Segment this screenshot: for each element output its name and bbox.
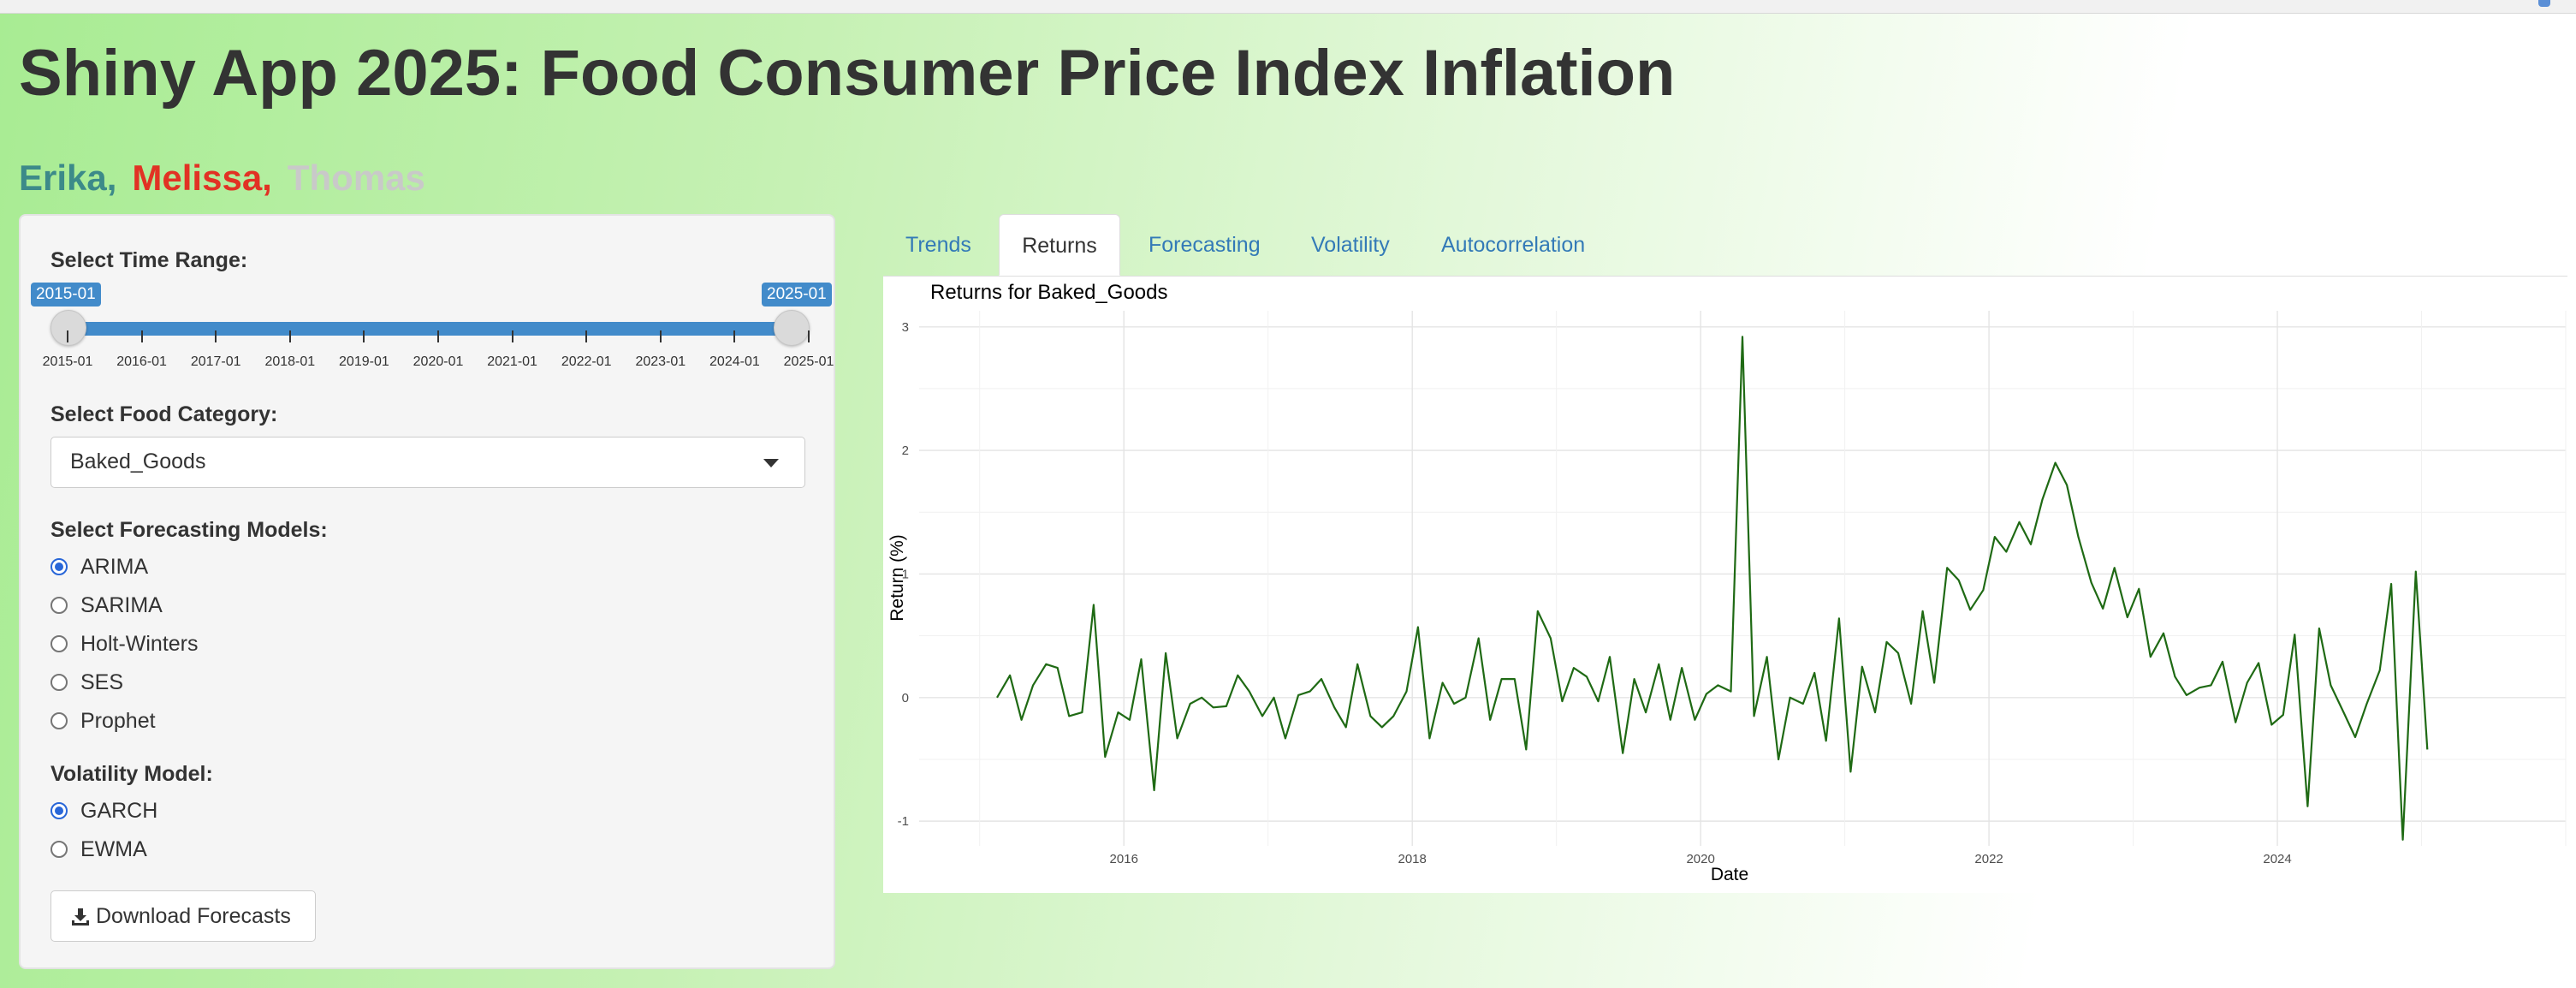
author-thomas: Thomas <box>287 158 425 198</box>
models-label: Select Forecasting Models: <box>50 518 328 542</box>
x-tick-label: 2020 <box>1686 852 1714 866</box>
slider-tick <box>363 330 365 342</box>
tab-volatility[interactable]: Volatility <box>1311 233 1390 257</box>
x-tick-label: 2016 <box>1110 852 1138 866</box>
slider-tick <box>437 330 439 342</box>
y-axis-title: Return (%) <box>887 534 907 622</box>
radio-button[interactable] <box>50 802 68 819</box>
slider-tick <box>288 330 291 342</box>
sidebar-panel: Select Time Range: 2015-01 2025-01 2015-… <box>19 214 835 969</box>
authors-line: Erika, Melissa, Thomas <box>19 158 441 199</box>
y-tick-label: 3 <box>902 320 909 335</box>
category-select[interactable]: Baked_Goods <box>50 437 805 488</box>
returns-chart: -1 0 1 2 3 2016 2018 2020 2022 2024 Date Return (%) <box>887 311 2567 884</box>
slider-tick <box>808 330 810 342</box>
x-tick-label: 2022 <box>1974 852 2003 866</box>
radio-button[interactable] <box>50 558 68 575</box>
radio-label: ARIMA <box>80 555 149 579</box>
x-tick-label: 2018 <box>1398 852 1427 866</box>
page-title: Shiny App 2025: Food Consumer Price Inde… <box>19 37 1676 110</box>
time-range-slider-bar[interactable] <box>68 322 809 336</box>
slider-tick-label: 2015-01 <box>42 354 93 369</box>
y-tick-label: 1 <box>902 567 909 581</box>
slider-to-value: 2025-01 <box>762 283 832 307</box>
download-icon <box>72 908 89 926</box>
category-value: Baked_Goods <box>70 449 206 473</box>
x-axis-title: Date <box>1711 865 1748 884</box>
slider-tick-label: 2016-01 <box>116 354 167 369</box>
slider-tick <box>140 330 143 342</box>
radio-label: EWMA <box>80 837 147 861</box>
radio-label: SARIMA <box>80 593 163 617</box>
tab-autocorrelation[interactable]: Autocorrelation <box>1441 233 1586 257</box>
radio-button[interactable] <box>50 635 68 652</box>
slider-from-handle[interactable] <box>50 310 86 346</box>
slider-to-handle[interactable] <box>774 310 810 346</box>
category-label: Select Food Category: <box>50 402 278 426</box>
radio-button[interactable] <box>50 841 68 858</box>
slider-tick <box>215 330 217 342</box>
download-label: Download Forecasts <box>96 904 291 928</box>
plot-title: Returns for Baked_Goods <box>930 281 1168 304</box>
author-erika: Erika, <box>19 158 117 198</box>
slider-tick-label: 2017-01 <box>190 354 241 369</box>
tab-forecasting[interactable]: Forecasting <box>1149 233 1261 257</box>
x-tick-label: 2024 <box>2263 852 2291 866</box>
radio-label: SES <box>80 670 124 694</box>
slider-tick-label: 2018-01 <box>264 354 316 369</box>
tab-bar: Trends Returns Forecasting Volatility Au… <box>883 214 2567 277</box>
slider-tick-label: 2021-01 <box>487 354 537 369</box>
y-tick-label: 2 <box>902 443 909 458</box>
slider-from-value: 2015-01 <box>31 283 101 307</box>
tab-returns[interactable]: Returns <box>999 214 1120 276</box>
slider-tick-label: 2022-01 <box>561 354 612 369</box>
slider-tick-label: 2025-01 <box>783 354 834 369</box>
returns-plot-panel: Returns for Baked_Goods -1 0 1 2 3 2016 2018 20… <box>883 277 2567 893</box>
radio-label: Holt-Winters <box>80 632 199 656</box>
radio-button[interactable] <box>50 712 68 729</box>
slider-tick-label: 2020-01 <box>413 354 464 369</box>
y-tick-label: 0 <box>902 691 909 705</box>
radio-button[interactable] <box>50 674 68 691</box>
slider-tick <box>511 330 513 342</box>
slider-tick-label: 2019-01 <box>339 354 389 369</box>
radio-label: GARCH <box>80 799 158 823</box>
slider-tick <box>733 330 736 342</box>
returns-series-line <box>996 336 2429 841</box>
y-tick-label: -1 <box>898 814 909 829</box>
slider-tick-label: 2023-01 <box>635 354 686 369</box>
time-range-label: Select Time Range: <box>50 248 248 272</box>
download-forecasts-button[interactable]: Download Forecasts <box>50 890 316 942</box>
slider-tick-label: 2024-01 <box>709 354 760 369</box>
radio-label: Prophet <box>80 709 156 733</box>
browser-top-strip <box>0 0 2576 14</box>
slider-tick <box>67 330 68 342</box>
slider-tick <box>659 330 662 342</box>
author-melissa: Melissa, <box>132 158 272 198</box>
radio-button[interactable] <box>50 597 68 614</box>
volatility-label: Volatility Model: <box>50 762 213 786</box>
tab-trends[interactable]: Trends <box>905 233 971 257</box>
slider-tick <box>585 330 588 342</box>
chevron-down-icon <box>763 459 779 467</box>
browser-indicator <box>2538 0 2550 7</box>
